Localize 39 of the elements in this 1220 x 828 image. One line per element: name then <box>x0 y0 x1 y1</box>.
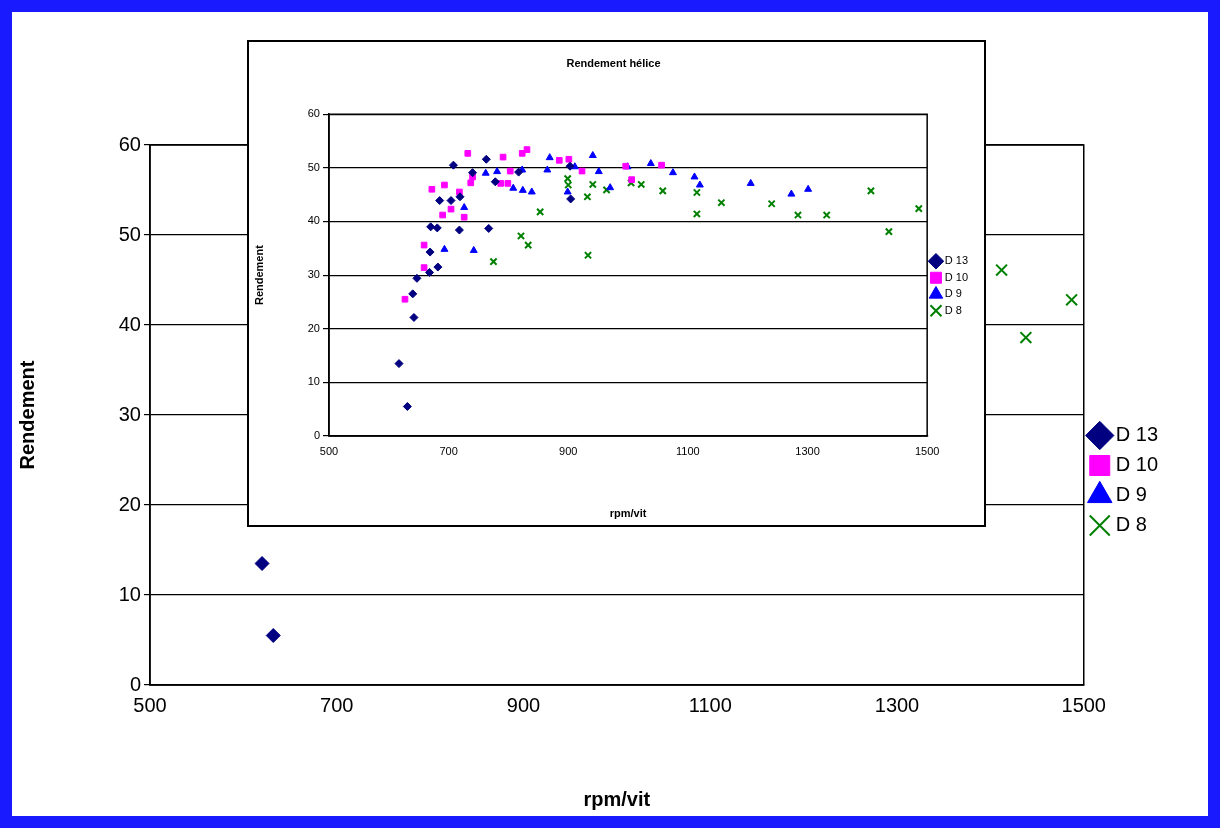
y-tick-label: 40 <box>307 214 320 227</box>
x-tick-label: 900 <box>559 444 578 457</box>
x-tick-label: 500 <box>319 444 339 457</box>
y-tick-label: 50 <box>118 222 141 245</box>
legend-label: D 8 <box>944 303 962 316</box>
x-tick-label: 500 <box>133 693 167 716</box>
x-tick-label: 900 <box>506 693 541 716</box>
x-axis-title: rpm/vit <box>583 787 651 810</box>
x-tick-label: 1300 <box>795 444 820 457</box>
x-tick-label: 1100 <box>676 444 700 457</box>
y-axis-title: Rendement <box>15 360 38 470</box>
y-tick-label: 10 <box>307 375 320 388</box>
y-axis-title: Rendement <box>252 244 265 306</box>
y-tick-label: 50 <box>307 160 320 173</box>
y-tick-label: 10 <box>118 582 141 605</box>
y-tick-label: 60 <box>307 107 320 120</box>
x-tick-label: 1300 <box>874 693 920 716</box>
x-tick-label: 700 <box>439 444 458 457</box>
legend-label: D 13 <box>1115 423 1158 446</box>
legend-label: D 10 <box>1115 453 1158 476</box>
x-axis-title: rpm/vit <box>609 507 647 520</box>
y-tick-label: 30 <box>307 268 320 281</box>
y-tick-label: 40 <box>118 312 141 335</box>
y-tick-label: 20 <box>118 492 141 515</box>
legend-label: D 13 <box>944 254 969 267</box>
legend-label: D 8 <box>1115 513 1147 536</box>
x-tick-label: 1500 <box>1061 693 1106 716</box>
legend-label: D 9 <box>1115 483 1147 506</box>
y-tick-label: 0 <box>313 429 320 442</box>
legend-label: D 9 <box>944 287 962 300</box>
legend-label: D 10 <box>944 270 969 283</box>
x-tick-label: 1100 <box>688 693 732 716</box>
y-tick-label: 30 <box>118 402 141 425</box>
y-tick-label: 20 <box>307 321 320 334</box>
chart-title: Rendement hélice <box>566 56 661 69</box>
y-tick-label: 0 <box>129 672 141 695</box>
x-tick-label: 700 <box>320 693 354 716</box>
x-tick-label: 1500 <box>914 444 940 457</box>
y-tick-label: 60 <box>118 132 141 155</box>
